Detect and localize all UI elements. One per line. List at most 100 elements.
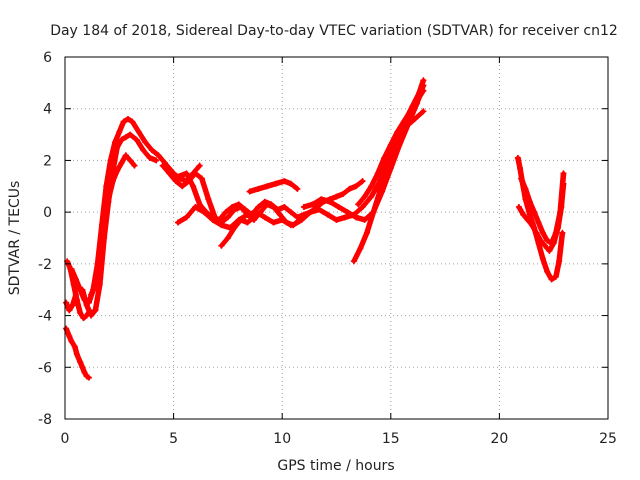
data-point xyxy=(544,237,551,244)
data-point xyxy=(224,214,231,221)
data-point xyxy=(166,170,173,177)
x-axis-label: GPS time / hours xyxy=(277,458,394,474)
data-point xyxy=(526,211,533,218)
data-point xyxy=(544,268,551,275)
x-tick-label: 0 xyxy=(61,431,70,447)
data-point xyxy=(524,216,531,223)
data-point xyxy=(120,118,127,125)
data-point xyxy=(201,209,208,216)
data-point xyxy=(400,118,407,125)
series-track-11 xyxy=(246,178,301,195)
data-point xyxy=(205,196,212,203)
data-point xyxy=(255,185,262,192)
data-point xyxy=(300,203,307,210)
data-point xyxy=(361,216,368,223)
data-point xyxy=(153,157,160,164)
data-point xyxy=(274,206,281,213)
data-point xyxy=(222,209,229,216)
data-point xyxy=(552,229,559,236)
data-point xyxy=(281,178,288,185)
series-track-10 xyxy=(218,209,264,249)
data-point xyxy=(531,209,538,216)
y-tick-label: 2 xyxy=(43,153,52,169)
data-point xyxy=(192,203,199,210)
data-point xyxy=(255,203,262,210)
data-point xyxy=(83,302,90,309)
y-tick-label: 0 xyxy=(43,205,52,221)
series-track-18 xyxy=(518,170,567,247)
x-tick-label: 20 xyxy=(490,431,508,447)
series-line xyxy=(64,326,91,380)
data-point xyxy=(333,216,340,223)
data-point xyxy=(261,198,268,205)
chart-title: Day 184 of 2018, Sidereal Day-to-day VTE… xyxy=(50,23,618,39)
plot-area xyxy=(63,77,567,381)
data-point xyxy=(389,149,396,156)
data-point xyxy=(270,219,277,226)
data-point xyxy=(340,191,347,198)
data-point xyxy=(515,203,522,210)
data-point xyxy=(335,203,342,210)
axis-ticks: 0 5 10 15 20 25 -8 -6 -4 -2 0 2 4 6 xyxy=(38,50,617,447)
data-point xyxy=(548,240,555,247)
data-point xyxy=(346,185,353,192)
y-tick-label: 4 xyxy=(43,102,52,118)
data-point xyxy=(539,229,546,236)
data-point xyxy=(542,242,549,249)
data-point xyxy=(68,338,75,345)
data-point xyxy=(174,219,181,226)
data-point xyxy=(140,147,147,154)
data-point xyxy=(370,209,377,216)
data-point xyxy=(196,201,203,208)
data-point xyxy=(229,203,236,210)
data-point xyxy=(250,214,257,221)
y-tick-label: 6 xyxy=(43,50,52,66)
data-point xyxy=(79,286,86,293)
data-point xyxy=(520,211,527,218)
data-point xyxy=(560,170,567,177)
data-point xyxy=(294,185,301,192)
data-point xyxy=(183,170,190,177)
y-tick-label: -8 xyxy=(38,412,52,428)
data-point xyxy=(209,216,216,223)
data-point xyxy=(552,273,559,280)
series-track-6 xyxy=(88,152,138,298)
data-point xyxy=(114,167,121,174)
data-point xyxy=(92,281,99,288)
data-point xyxy=(326,198,333,205)
data-point xyxy=(235,201,242,208)
data-point xyxy=(127,157,134,164)
data-point xyxy=(344,209,351,216)
data-point xyxy=(133,136,140,143)
grid xyxy=(65,57,608,419)
data-point xyxy=(63,299,70,306)
data-point xyxy=(79,364,86,371)
data-point xyxy=(73,351,80,358)
data-point xyxy=(359,178,366,185)
plot-frame xyxy=(64,56,609,420)
data-point xyxy=(537,237,544,244)
data-point xyxy=(159,162,166,169)
data-point xyxy=(92,307,99,314)
data-point xyxy=(420,77,427,84)
data-point xyxy=(342,214,349,221)
data-point xyxy=(244,219,251,226)
data-point xyxy=(318,196,325,203)
data-point xyxy=(307,209,314,216)
data-point xyxy=(309,201,316,208)
data-point xyxy=(518,175,525,182)
data-point xyxy=(557,209,564,216)
data-point xyxy=(420,108,427,115)
data-point xyxy=(517,165,524,172)
data-point xyxy=(192,170,199,177)
data-point xyxy=(196,162,203,169)
data-point xyxy=(71,343,78,350)
data-point xyxy=(122,152,129,159)
data-point xyxy=(407,108,414,115)
data-point xyxy=(381,154,388,161)
data-point xyxy=(129,118,136,125)
data-point xyxy=(263,183,270,190)
data-point xyxy=(122,134,129,141)
data-point xyxy=(355,201,362,208)
series-line xyxy=(64,292,78,313)
